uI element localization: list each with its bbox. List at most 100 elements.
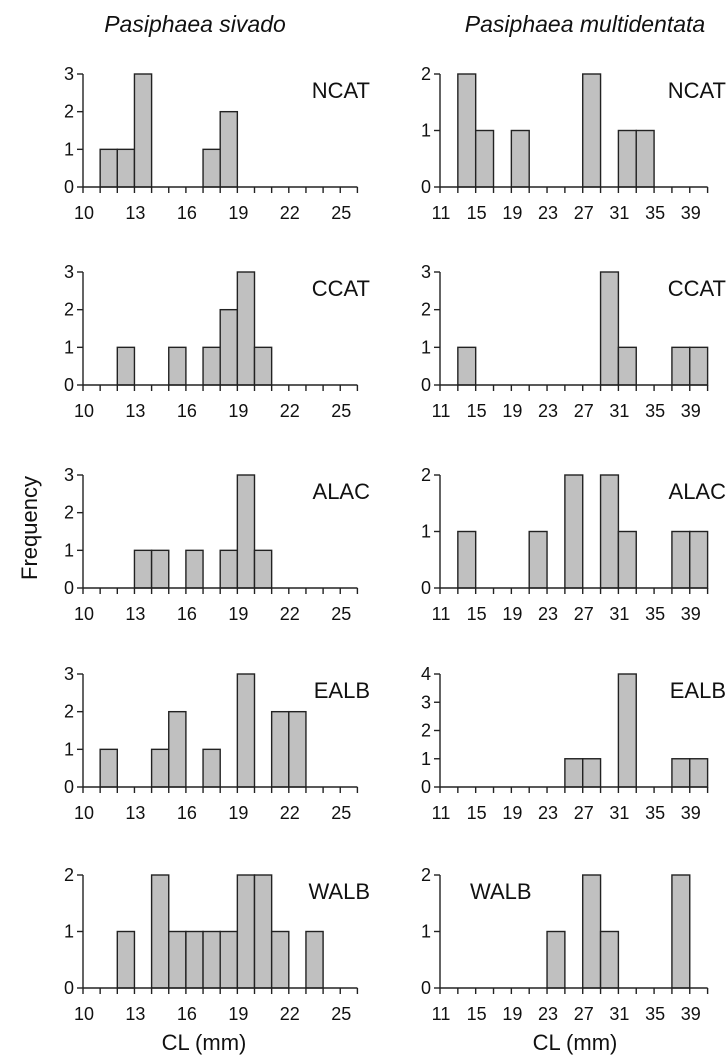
- x-tick-label: 39: [681, 203, 701, 223]
- x-tick-label: 10: [74, 803, 94, 823]
- bar: [219, 110, 239, 188]
- bar: [99, 148, 119, 188]
- region-label-alac: ALAC: [669, 479, 726, 504]
- panel-walb-right: 0 1 2 11 15 19 23 27 31 35 39 WALB CL (mm): [421, 865, 709, 1055]
- x-tick-label: 11: [432, 203, 451, 223]
- x-tick-label: 22: [280, 604, 300, 624]
- x-tick-label: 25: [331, 1004, 351, 1024]
- region-label-ncat: NCAT: [312, 78, 370, 103]
- y-tick-label: 2: [64, 503, 74, 523]
- bar: [599, 930, 620, 989]
- y-tick-label: 2: [421, 64, 431, 84]
- x-tick-label: 16: [177, 803, 197, 823]
- bar: [236, 271, 256, 386]
- bar: [116, 346, 136, 386]
- panel-ncat-left: 0 1 2 3 10 13 16 19 22 25 NCAT: [64, 64, 370, 223]
- x-tick-label: 31: [609, 1004, 629, 1024]
- x-tick-label: 15: [467, 604, 487, 624]
- x-tick-label: 39: [681, 803, 701, 823]
- y-axis-title: Frequency: [17, 476, 42, 580]
- bar: [202, 930, 221, 989]
- x-tick-label: 19: [228, 803, 248, 823]
- bar: [457, 346, 477, 386]
- x-tick-label: 13: [125, 401, 145, 421]
- x-tick-label: 39: [681, 604, 701, 624]
- x-tick-label: 25: [331, 604, 351, 624]
- bar: [133, 73, 153, 188]
- bar: [133, 549, 153, 589]
- y-tick-label: 3: [421, 692, 431, 712]
- panel-alac-left: 0 1 2 3 10 13 16 19 22 25 ALAC: [64, 465, 370, 624]
- y-tick-label: 1: [421, 749, 431, 769]
- x-tick-label: 31: [609, 401, 629, 421]
- x-tick-label: 25: [331, 401, 351, 421]
- x-axis-title: CL (mm): [162, 1030, 247, 1055]
- x-tick-label: 35: [645, 401, 665, 421]
- x-tick-label: 19: [228, 401, 248, 421]
- y-tick-label: 3: [64, 64, 74, 84]
- x-tick-label: 23: [538, 604, 558, 624]
- x-tick-label: 10: [74, 203, 94, 223]
- bar: [150, 874, 170, 989]
- x-tick-label: 11: [432, 1004, 451, 1024]
- panel-alac-right: 0 1 2 11 15 19 23 27 31 35 39 ALAC: [421, 465, 726, 624]
- y-tick-label: 0: [64, 578, 74, 598]
- bar: [635, 129, 655, 188]
- bar: [236, 673, 256, 788]
- x-tick-label: 15: [467, 1004, 487, 1024]
- x-tick-label: 25: [331, 203, 351, 223]
- x-tick-label: 13: [125, 604, 145, 624]
- y-tick-label: 1: [421, 522, 431, 542]
- panel-ncat-right: 0 1 2 11 15 19 23 27 31 35 39 NCAT: [421, 64, 726, 223]
- x-tick-label: 19: [502, 604, 522, 624]
- y-tick-label: 0: [64, 375, 74, 395]
- x-tick-label: 13: [125, 803, 145, 823]
- bar: [689, 530, 709, 589]
- y-tick-label: 2: [421, 721, 431, 741]
- region-label-ccat: CCAT: [312, 276, 370, 301]
- y-tick-label: 0: [64, 777, 74, 797]
- x-tick-label: 10: [74, 401, 94, 421]
- y-tick-label: 1: [64, 922, 74, 942]
- x-tick-label: 16: [177, 401, 197, 421]
- bar: [582, 758, 602, 788]
- x-tick-label: 31: [609, 203, 629, 223]
- y-tick-label: 3: [64, 465, 74, 485]
- bar: [219, 549, 239, 589]
- region-label-ealb: EALB: [314, 678, 370, 703]
- x-tick-label: 31: [609, 604, 629, 624]
- bar: [617, 530, 637, 589]
- x-tick-label: 27: [574, 803, 594, 823]
- bar: [202, 346, 221, 386]
- region-label-alac: ALAC: [313, 479, 371, 504]
- bar: [236, 474, 256, 589]
- x-tick-label: 22: [280, 401, 300, 421]
- bar: [116, 148, 136, 188]
- bar: [528, 530, 548, 589]
- y-tick-label: 0: [421, 777, 431, 797]
- x-tick-label: 10: [74, 1004, 94, 1024]
- x-tick-label: 39: [681, 1004, 701, 1024]
- bar: [474, 129, 495, 188]
- x-tick-label: 16: [177, 1004, 197, 1024]
- x-tick-label: 22: [280, 1004, 300, 1024]
- x-tick-label: 27: [574, 203, 594, 223]
- x-tick-label: 35: [645, 1004, 665, 1024]
- x-tick-label: 13: [125, 1004, 145, 1024]
- bar: [617, 673, 637, 788]
- bar: [599, 474, 620, 589]
- y-tick-label: 0: [421, 578, 431, 598]
- x-tick-label: 19: [502, 203, 522, 223]
- y-tick-label: 1: [64, 739, 74, 759]
- x-tick-label: 19: [502, 803, 522, 823]
- bar: [168, 710, 187, 788]
- x-tick-label: 15: [467, 803, 487, 823]
- x-tick-label: 39: [681, 401, 701, 421]
- y-tick-label: 0: [421, 177, 431, 197]
- x-tick-label: 23: [538, 401, 558, 421]
- bar: [457, 73, 477, 188]
- bar: [582, 73, 602, 188]
